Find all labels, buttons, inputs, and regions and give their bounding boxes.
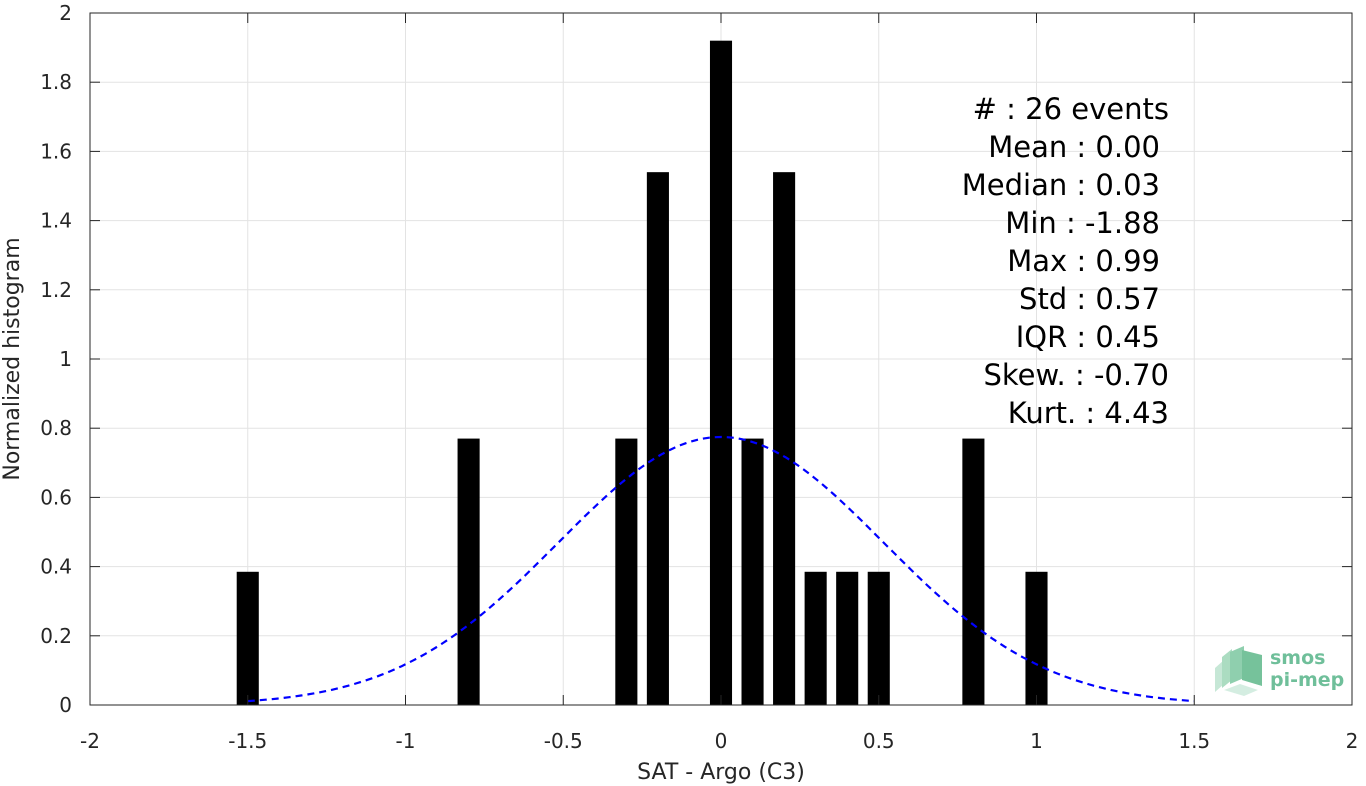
- x-tick-label: -2: [80, 729, 100, 753]
- histogram-bar-6: [773, 172, 796, 705]
- statistics-annotation: # : 26 events Mean : 0.00 Median : 0.03 Min…: [962, 92, 1169, 430]
- histogram-bar-2: [615, 438, 638, 705]
- x-axis-label: SAT - Argo (C3): [637, 760, 805, 785]
- x-tick-label: -1.5: [228, 729, 267, 753]
- x-tick-label: 2: [1346, 729, 1359, 753]
- x-tick-label: -1: [396, 729, 416, 753]
- stat-line: Mean : 0.00: [988, 130, 1160, 164]
- y-tick-label: 0.2: [40, 624, 72, 648]
- y-tick-label: 0: [59, 693, 72, 717]
- histogram-bar-11: [1025, 571, 1048, 705]
- histogram-bar-1: [457, 438, 480, 705]
- smos-pi-mep-logo: smos pi-mep: [1215, 646, 1344, 696]
- stat-line: Max : 0.99: [1007, 244, 1160, 278]
- histogram-bar-7: [804, 571, 827, 705]
- y-tick-label: 0.4: [40, 555, 72, 579]
- normal-fit-curve: [247, 435, 1195, 703]
- histogram-bar-4: [709, 40, 733, 706]
- y-tick-label: 0.6: [40, 485, 72, 509]
- histogram-bar-8: [836, 571, 859, 705]
- y-tick-label: 1: [59, 347, 72, 371]
- y-tick-label: 1.4: [40, 209, 72, 233]
- stat-line: Median : 0.03: [962, 168, 1160, 202]
- logo-text-smos: smos: [1270, 647, 1325, 669]
- x-tick-label: 0.5: [863, 729, 895, 753]
- histogram-bars: [236, 40, 1048, 706]
- histogram-bar-10: [962, 438, 985, 705]
- stat-line: Min : -1.88: [1005, 206, 1160, 240]
- stat-line: Std : 0.57: [1019, 282, 1160, 316]
- stat-line: # : 26 events: [973, 92, 1169, 126]
- x-tick-label: 1.5: [1178, 729, 1210, 753]
- stat-line: Skew. : -0.70: [983, 358, 1169, 392]
- y-tick-label: 1.2: [40, 278, 72, 302]
- y-axis-label: Normalized histogram: [0, 237, 25, 480]
- plot-axes: [89, 12, 1353, 706]
- x-tick-label: 0: [715, 729, 728, 753]
- y-tick-label: 0.8: [40, 416, 72, 440]
- stat-line: IQR : 0.45: [1016, 320, 1160, 354]
- histogram-bar-9: [867, 571, 890, 705]
- x-tick-labels: -2 -1.5 -1 -0.5 0 0.5 1 1.5 2: [80, 729, 1358, 753]
- y-tick-label: 1.6: [40, 139, 72, 163]
- logo-icon: [1215, 646, 1262, 696]
- logo-text-pi-mep: pi-mep: [1270, 669, 1344, 691]
- stat-line: Kurt. : 4.43: [1008, 396, 1169, 430]
- x-tick-label: -0.5: [544, 729, 583, 753]
- histogram-bar-3: [646, 172, 669, 705]
- y-tick-label: 2: [59, 1, 72, 25]
- x-tick-label: 1: [1030, 729, 1043, 753]
- histogram-bar-5: [741, 438, 764, 705]
- histogram-bar-0: [236, 571, 259, 705]
- y-tick-labels: 0 0.2 0.4 0.6 0.8 1 1.2 1.4 1.6 1.8 2: [40, 1, 72, 717]
- y-tick-label: 1.8: [40, 70, 72, 94]
